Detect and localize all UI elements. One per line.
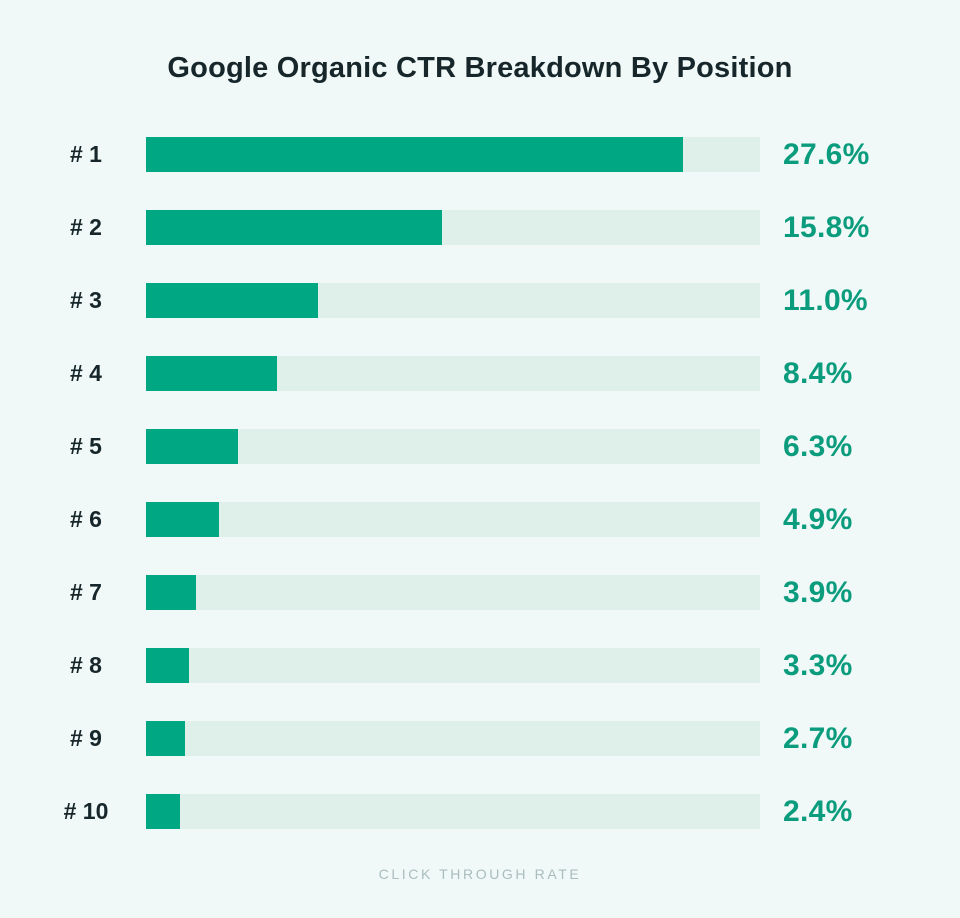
position-label: # 6 xyxy=(70,506,102,532)
bar-fill xyxy=(146,502,220,537)
bar-track xyxy=(146,429,760,464)
bar-fill xyxy=(146,210,442,245)
bar-fill xyxy=(146,575,196,610)
bar-row: # 10 2.4% xyxy=(0,794,960,829)
value-label: 15.8% xyxy=(783,211,870,244)
position-label: # 2 xyxy=(70,214,102,240)
value-label: 6.3% xyxy=(783,430,853,463)
bar-track xyxy=(146,137,760,172)
bar-track xyxy=(146,356,760,391)
bar-fill xyxy=(146,137,683,172)
bar-row: # 1 27.6% xyxy=(0,137,960,172)
value-label: 2.4% xyxy=(783,795,853,828)
bar-row: # 6 4.9% xyxy=(0,502,960,537)
position-label: # 4 xyxy=(70,360,102,386)
bar-fill xyxy=(146,794,180,829)
bar-row: # 3 11.0% xyxy=(0,283,960,318)
value-label: 2.7% xyxy=(783,722,853,755)
value-label: 4.9% xyxy=(783,503,853,536)
bar-track xyxy=(146,648,760,683)
bar-row: # 5 6.3% xyxy=(0,429,960,464)
bar-track xyxy=(146,794,760,829)
bar-fill xyxy=(146,721,186,756)
x-axis-caption: CLICK THROUGH RATE xyxy=(378,866,582,882)
bar-row: # 2 15.8% xyxy=(0,210,960,245)
bar-row: # 8 3.3% xyxy=(0,648,960,683)
chart-title: Google Organic CTR Breakdown By Position xyxy=(167,52,793,84)
position-label: # 7 xyxy=(70,579,102,605)
bar-rows: # 1 27.6% # 2 15.8% # 3 11.0% # 4 8.4% #… xyxy=(0,137,960,867)
position-label: # 3 xyxy=(70,287,102,313)
bar-fill xyxy=(146,283,318,318)
position-label: # 9 xyxy=(70,725,102,751)
position-label: # 5 xyxy=(70,433,102,459)
bar-fill xyxy=(146,429,239,464)
bar-fill xyxy=(146,648,189,683)
bar-track xyxy=(146,210,760,245)
value-label: 3.3% xyxy=(783,649,853,682)
position-label: # 1 xyxy=(70,141,102,167)
value-label: 27.6% xyxy=(783,138,870,171)
value-label: 8.4% xyxy=(783,357,853,390)
bar-fill xyxy=(146,356,277,391)
bar-row: # 9 2.7% xyxy=(0,721,960,756)
position-label: # 10 xyxy=(63,798,109,824)
value-label: 3.9% xyxy=(783,576,853,609)
bar-track xyxy=(146,721,760,756)
position-label: # 8 xyxy=(70,652,102,678)
bar-row: # 7 3.9% xyxy=(0,575,960,610)
bar-track xyxy=(146,575,760,610)
value-label: 11.0% xyxy=(783,284,868,317)
bar-track xyxy=(146,502,760,537)
bar-track xyxy=(146,283,760,318)
bar-row: # 4 8.4% xyxy=(0,356,960,391)
